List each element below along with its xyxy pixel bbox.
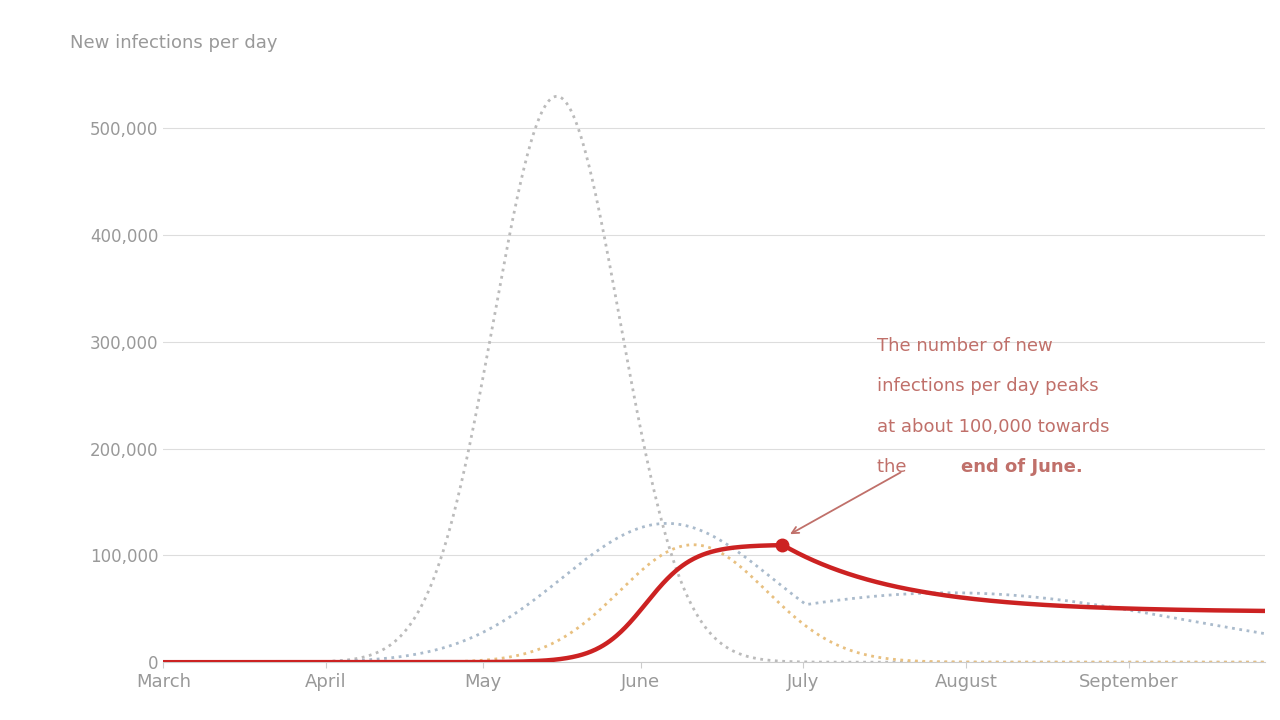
Text: the: the — [877, 458, 913, 476]
Text: New infections per day: New infections per day — [69, 35, 278, 53]
Text: at about 100,000 towards: at about 100,000 towards — [877, 418, 1110, 436]
Text: infections per day peaks: infections per day peaks — [877, 377, 1098, 395]
Text: The number of new: The number of new — [877, 336, 1052, 354]
Text: end of June.: end of June. — [961, 458, 1083, 476]
